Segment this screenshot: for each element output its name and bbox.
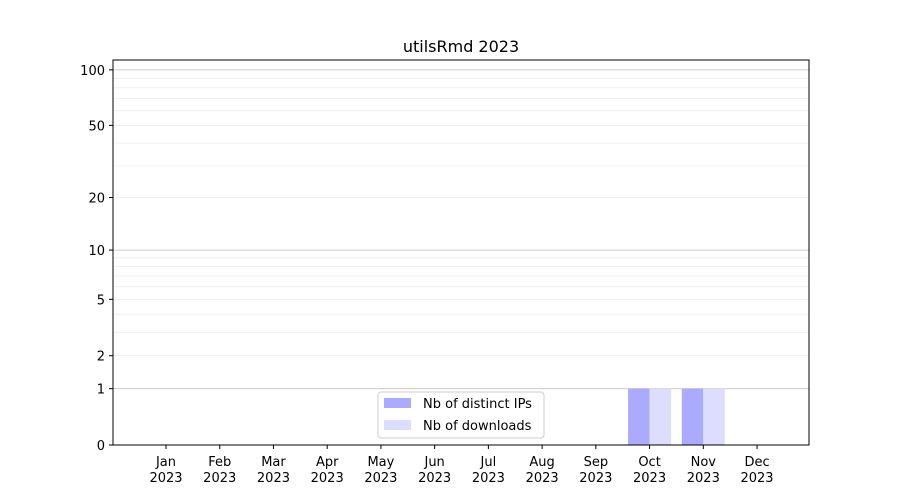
x-tick-label: May 2023 [364, 455, 397, 486]
x-tick-label: Dec 2023 [740, 455, 773, 486]
bar-distinct-ips [628, 388, 650, 445]
x-tick-label: Oct 2023 [633, 455, 666, 486]
y-tick-label: 2 [97, 350, 105, 365]
legend-label: Nb of downloads [423, 419, 532, 434]
plot-frame [112, 59, 810, 446]
legend-label: Nb of distinct IPs [423, 397, 532, 412]
x-tick-label: Jan 2023 [149, 455, 182, 486]
y-tick-label: 10 [88, 244, 105, 259]
x-tick-label: Nov 2023 [687, 455, 720, 486]
legend: Nb of distinct IPs Nb of downloads [377, 391, 545, 439]
bar-downloads [703, 388, 725, 445]
bar-distinct-ips [681, 388, 704, 445]
x-tick-label: Aug 2023 [526, 455, 559, 486]
legend-box [377, 391, 545, 439]
x-tick-label: Mar 2023 [257, 455, 290, 486]
chart-title: utilsRmd 2023 [403, 37, 519, 56]
y-tick-label: 20 [88, 192, 105, 207]
x-tick-label: Sep 2023 [579, 455, 612, 486]
bar-downloads [649, 388, 672, 445]
y-tick-label: 100 [80, 64, 105, 79]
x-tick-label: Apr 2023 [311, 455, 344, 486]
y-tick-label: 50 [88, 119, 105, 134]
x-tick-label: Jun 2023 [418, 455, 451, 486]
legend-swatch [384, 398, 411, 408]
y-tick-label: 5 [97, 293, 105, 308]
x-tick-label: Feb 2023 [203, 455, 236, 486]
y-tick-label: 1 [97, 383, 105, 398]
y-tick-label: 0 [97, 439, 105, 454]
x-tick-label: Jul 2023 [472, 455, 505, 486]
legend-swatch [384, 420, 411, 430]
